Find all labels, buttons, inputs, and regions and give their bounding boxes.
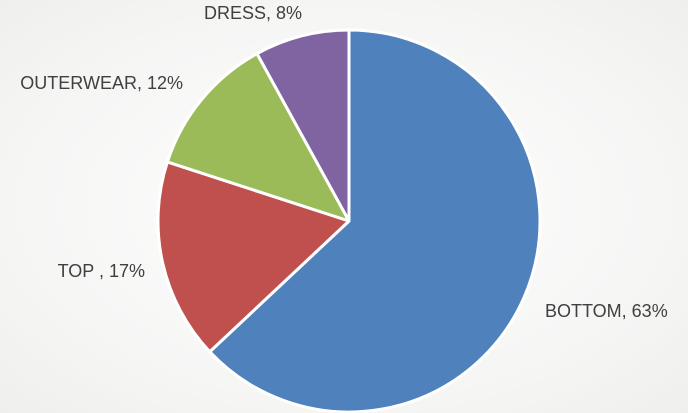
pie-slice-dress bbox=[255, 28, 351, 223]
pie-slice-bottom bbox=[208, 28, 542, 413]
slice-label-bottom: BOTTOM, 63% bbox=[545, 301, 668, 321]
pie-slice-outerwear bbox=[165, 52, 351, 223]
slice-label-dress: DRESS, 8% bbox=[204, 3, 302, 23]
slice-label-top: TOP , 17% bbox=[58, 261, 145, 281]
pie-slice-top bbox=[156, 160, 351, 354]
slice-label-outerwear: OUTERWEAR, 12% bbox=[20, 73, 183, 93]
